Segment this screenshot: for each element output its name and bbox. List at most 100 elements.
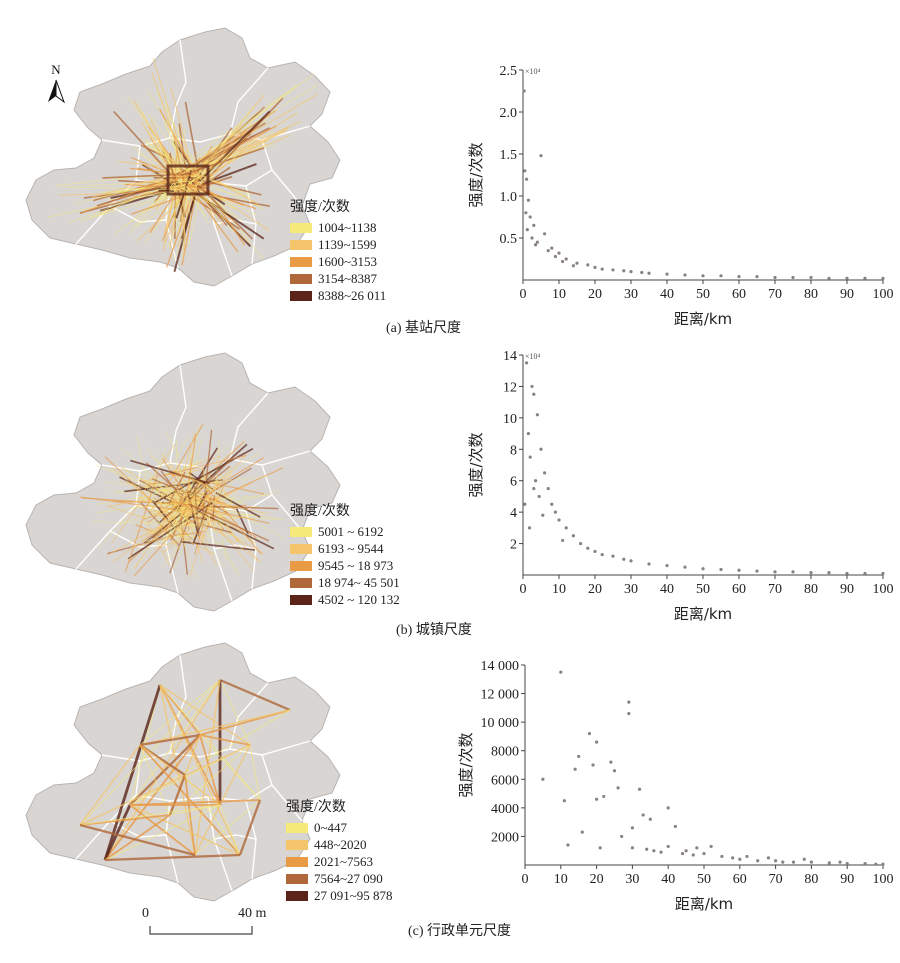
scatter-point	[524, 211, 528, 215]
legend-item: 4502 ~ 120 132	[290, 591, 400, 608]
legend-title: 强度/次数	[290, 504, 350, 519]
legend-label: 6193 ~ 9544	[318, 540, 384, 556]
legend-swatch	[286, 839, 308, 850]
scatter-point	[630, 826, 634, 830]
x-tick-label: 80	[804, 287, 818, 302]
scatter-point	[535, 240, 539, 244]
scatter-point	[874, 862, 878, 866]
scatter-point	[737, 275, 741, 279]
legend-label: 2021~7563	[314, 853, 374, 869]
scatter-point	[534, 479, 538, 483]
legend-label: 1600~3153	[318, 253, 378, 269]
scatter-point	[593, 265, 597, 269]
x-tick-label: 30	[624, 582, 638, 597]
legend-swatch	[290, 577, 312, 588]
y-tick-label: 1.5	[500, 148, 518, 163]
x-tick-label: 100	[873, 582, 894, 597]
scatter-point	[527, 526, 532, 530]
legend-label: 1004~1138	[318, 219, 377, 235]
scatter-point	[666, 844, 670, 849]
scatter-point	[557, 518, 561, 522]
y-tick-label: 4000	[491, 802, 519, 817]
scatter-point	[600, 552, 604, 557]
panel-b: 强度/次数 5001 ~ 6192 6193 ~ 9544 9545 ~ 18 …	[25, 349, 894, 638]
scatter-point	[659, 850, 663, 854]
caption-c: (c) 行政单元尺度	[408, 924, 512, 939]
scatter-point	[791, 860, 796, 864]
scatter-point	[709, 844, 713, 849]
legend-item: 1139~1599	[290, 236, 386, 253]
scatter-point	[537, 494, 541, 499]
x-tick-label: 70	[769, 872, 783, 887]
scatter-point	[593, 549, 597, 554]
scatter-point	[809, 860, 813, 864]
scale-bar-line	[149, 926, 253, 935]
legend-swatch	[286, 890, 308, 901]
legend-swatch	[290, 526, 312, 537]
legend-label: 3154~8387	[318, 270, 378, 286]
y-tick-label: 2.0	[500, 106, 518, 121]
scatter-point	[756, 859, 760, 863]
x-axis-label: 距离/km	[675, 895, 733, 913]
y-tick-label: 10	[503, 412, 517, 427]
scatter-point	[647, 271, 651, 275]
scatter-point	[600, 267, 604, 271]
scatter-point	[550, 502, 554, 506]
scatter-point	[598, 846, 602, 850]
scatter-point	[863, 861, 867, 866]
legend-item: 1004~1138	[290, 219, 386, 236]
scatter-point	[622, 557, 626, 561]
scatter-point	[586, 546, 590, 550]
scatter-point	[575, 261, 579, 265]
scatter-point	[881, 276, 885, 280]
scatter-point	[580, 830, 584, 834]
scatter-point	[561, 538, 565, 543]
legend-label: 9545 ~ 18 973	[318, 557, 394, 573]
y-multiplier-label: ×10⁴	[525, 352, 541, 361]
scatter-point	[609, 760, 613, 764]
legend-item: 3154~8387	[290, 270, 386, 287]
scatter-plot-b: 0 10 20 30 40 50 60 70 80 90 100 2 4 6 8 10 12 14 ×10⁴ 距离/k…	[467, 349, 894, 623]
scatter-point	[611, 554, 615, 558]
x-axis-label: 距离/km	[674, 605, 732, 623]
x-tick-label: 0	[520, 287, 527, 302]
scatter-point	[774, 859, 778, 863]
x-tick-label: 80	[804, 582, 818, 597]
x-tick-label: 40	[660, 582, 674, 597]
scatter-point	[773, 275, 777, 280]
scatter-point	[731, 856, 735, 860]
scale-bar-start-label: 0	[142, 906, 149, 921]
scatter-point	[620, 834, 624, 839]
scatter-point	[648, 817, 652, 821]
scatter-point	[523, 502, 527, 506]
scatter-point	[541, 777, 545, 781]
legend-item: 2021~7563	[286, 853, 393, 870]
x-tick-label: 0	[520, 582, 527, 597]
legend-swatch	[286, 873, 308, 884]
x-tick-label: 50	[697, 872, 711, 887]
legend-item: 5001 ~ 6192	[290, 523, 400, 540]
legend-item: 27 091~95 878	[286, 887, 393, 904]
y-multiplier-label: ×10⁴	[525, 67, 541, 76]
scatter-point	[665, 272, 669, 276]
scatter-point	[627, 711, 631, 716]
scatter-point	[863, 276, 867, 280]
scatter-point	[564, 526, 568, 530]
scatter-point	[645, 847, 649, 851]
legend-item: 8388~26 011	[290, 287, 386, 304]
scatter-point	[627, 700, 631, 704]
scatter-point	[571, 534, 575, 538]
legend-item: 0~447	[286, 819, 393, 836]
scatter-point	[562, 799, 566, 803]
legend-label: 0~447	[314, 819, 348, 835]
x-tick-label: 40	[660, 287, 674, 302]
scatter-point	[573, 767, 577, 771]
scatter-point	[539, 447, 543, 451]
scatter-point	[673, 824, 677, 829]
scatter-point	[525, 228, 529, 232]
scatter-point	[530, 236, 534, 240]
y-tick-label: 14	[503, 349, 517, 364]
legend-swatch	[290, 239, 312, 250]
scatter-point	[737, 568, 741, 572]
scatter-point	[766, 856, 771, 860]
